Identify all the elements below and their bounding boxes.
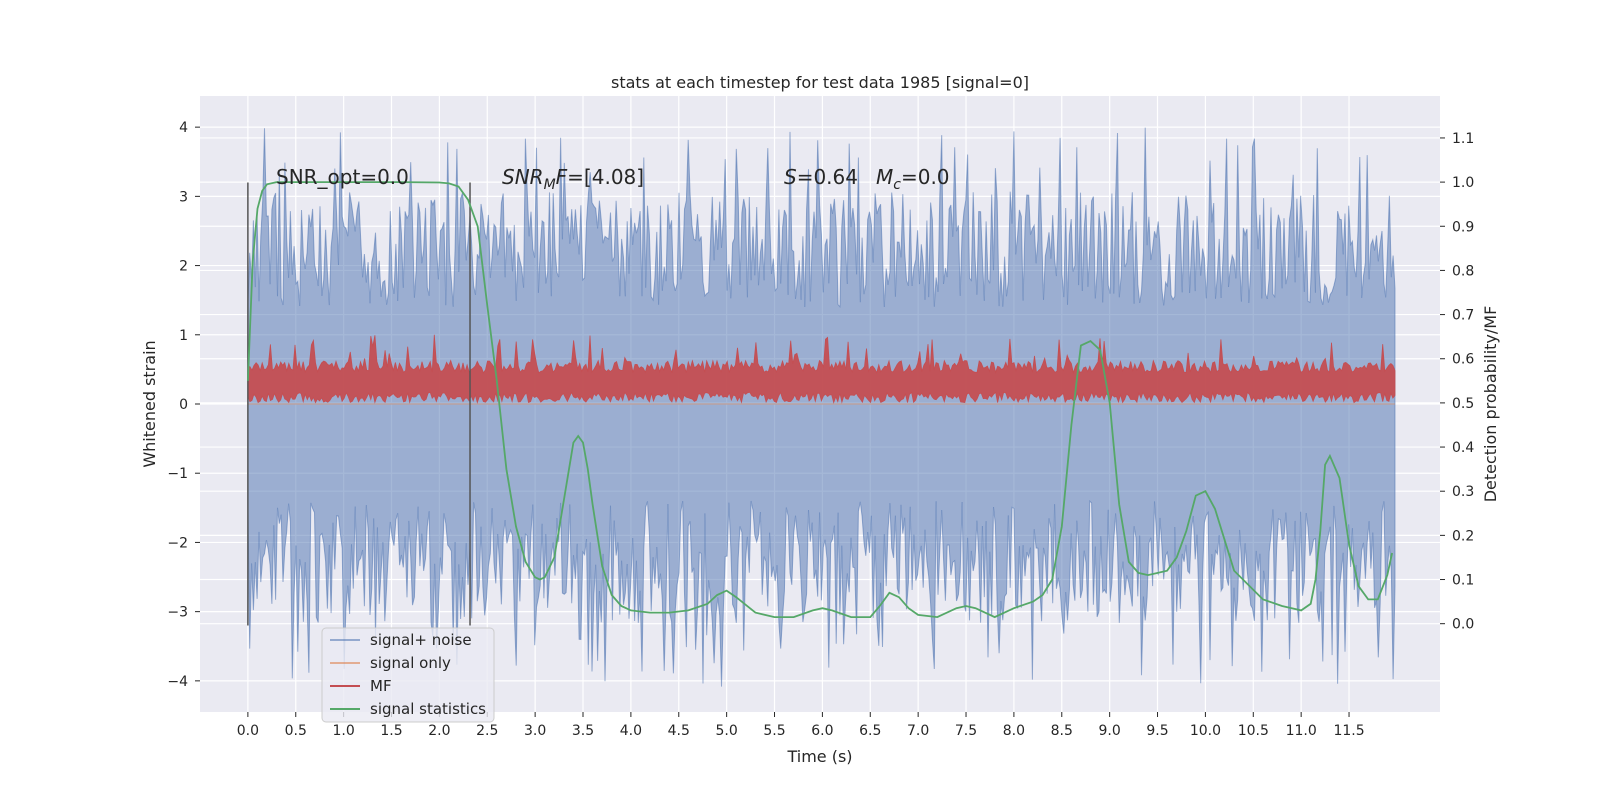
y2-tick-label: 0.0 bbox=[1452, 617, 1474, 633]
x-tick-label: 11.5 bbox=[1333, 723, 1364, 739]
x-tick-label: 3.0 bbox=[524, 723, 546, 739]
mf-band bbox=[247, 334, 1396, 404]
mf-series bbox=[247, 334, 1396, 404]
event-vlines bbox=[247, 182, 471, 626]
y2-tick-label: 0.2 bbox=[1452, 528, 1474, 544]
x-tick-label: 7.5 bbox=[955, 723, 977, 739]
x-tick-label: 0.5 bbox=[285, 723, 307, 739]
y2-ticks: 1.1 1.0 0.9 0.8 0.7 0.6 0.5 0.4 0.3 0.2 0.1 0.0 bbox=[1440, 131, 1474, 633]
annotation-snr-mf: SNRMF=[4.08] bbox=[502, 165, 644, 193]
x-tick-label: 8.5 bbox=[1051, 723, 1073, 739]
y2-tick-label: 0.7 bbox=[1452, 308, 1474, 324]
y2-tick-label: 0.4 bbox=[1452, 440, 1474, 456]
y-tick-label: 0 bbox=[179, 397, 188, 413]
legend-label-signal-statistics: signal statistics bbox=[370, 700, 486, 718]
y-tick-label: 2 bbox=[179, 259, 188, 275]
y-tick-label: 1 bbox=[179, 328, 188, 344]
x-tick-label: 4.0 bbox=[620, 723, 642, 739]
y2-tick-label: 0.3 bbox=[1452, 484, 1474, 500]
y2-tick-label: 0.6 bbox=[1452, 352, 1474, 368]
annotation-snr-mf-val: =[4.08] bbox=[567, 165, 644, 189]
x-tick-label: 1.0 bbox=[332, 723, 354, 739]
legend-box bbox=[321, 627, 495, 723]
y-axis-label: Whitened strain bbox=[140, 340, 159, 467]
x-tick-label: 10.0 bbox=[1190, 723, 1221, 739]
x-tick-label: 5.5 bbox=[763, 723, 785, 739]
x-tick-label: 1.5 bbox=[380, 723, 402, 739]
legend-label-signal-only: signal only bbox=[370, 654, 451, 672]
annotation-s-val: =0.64 bbox=[797, 165, 858, 189]
y-tick-label: 3 bbox=[179, 189, 188, 205]
y-tick-label: 4 bbox=[179, 120, 188, 136]
x-tick-label: 6.5 bbox=[859, 723, 881, 739]
y-tick-label: −4 bbox=[167, 674, 188, 690]
x-axis-label: Time (s) bbox=[786, 747, 852, 766]
y2-tick-label: 1.1 bbox=[1452, 131, 1474, 147]
signal-noise-band bbox=[247, 127, 1396, 687]
x-tick-label: 7.0 bbox=[907, 723, 929, 739]
legend-label-mf: MF bbox=[370, 677, 392, 695]
x-tick-label: 8.0 bbox=[1003, 723, 1025, 739]
x-tick-label: 2.5 bbox=[476, 723, 498, 739]
y2-tick-label: 0.5 bbox=[1452, 396, 1474, 412]
x-tick-label: 9.0 bbox=[1099, 723, 1121, 739]
y2-tick-label: 0.8 bbox=[1452, 263, 1474, 279]
x-tick-label: 5.0 bbox=[716, 723, 738, 739]
annotation-snr-mf-post-var: F bbox=[556, 165, 568, 189]
annotation-mc-sub: c bbox=[893, 177, 901, 193]
x-tick-label: 10.5 bbox=[1238, 723, 1269, 739]
y2-tick-label: 0.9 bbox=[1452, 219, 1474, 235]
x-ticks: 0.0 0.5 1.0 1.5 2.0 2.5 3.0 3.5 4.0 4.5 5.0 5.5 6.0 6… bbox=[237, 712, 1365, 739]
annotation-mc-val: =0.0 bbox=[901, 165, 950, 189]
y-ticks: 4 3 2 1 0 −1 −2 −3 −4 bbox=[167, 120, 200, 690]
annotation-snr-mf-pre: SNR bbox=[502, 165, 544, 189]
legend: signal+ noise signal only MF signal stat… bbox=[321, 627, 495, 723]
y2-tick-label: 0.1 bbox=[1452, 573, 1474, 589]
annotation-s-var: S bbox=[784, 165, 797, 189]
x-tick-label: 6.0 bbox=[811, 723, 833, 739]
annotation-mc-var: M bbox=[876, 165, 893, 189]
signal-statistics-series bbox=[247, 181, 1393, 619]
x-tick-label: 9.5 bbox=[1146, 723, 1168, 739]
y-tick-label: −3 bbox=[167, 605, 188, 621]
x-tick-label: 2.0 bbox=[428, 723, 450, 739]
annotation-snr-opt: SNR_opt=0.0 bbox=[276, 165, 409, 189]
x-tick-label: 11.0 bbox=[1286, 723, 1317, 739]
x-tick-label: 0.0 bbox=[237, 723, 259, 739]
y-tick-label: −2 bbox=[167, 535, 188, 551]
y-tick-label: −1 bbox=[167, 466, 188, 482]
x-tick-label: 4.5 bbox=[668, 723, 690, 739]
chart-title: stats at each timestep for test data 198… bbox=[611, 73, 1029, 92]
annotation-snr-mf-sub: M bbox=[544, 177, 556, 193]
signal-noise-series bbox=[247, 127, 1396, 687]
x-tick-label: 3.5 bbox=[572, 723, 594, 739]
y2-axis-label: Detection probability/MF bbox=[1481, 306, 1500, 503]
legend-label-signal-noise: signal+ noise bbox=[370, 631, 472, 649]
annotation-s-mc: S=0.64 Mc=0.0 bbox=[784, 165, 950, 193]
y2-tick-label: 1.0 bbox=[1452, 175, 1474, 191]
